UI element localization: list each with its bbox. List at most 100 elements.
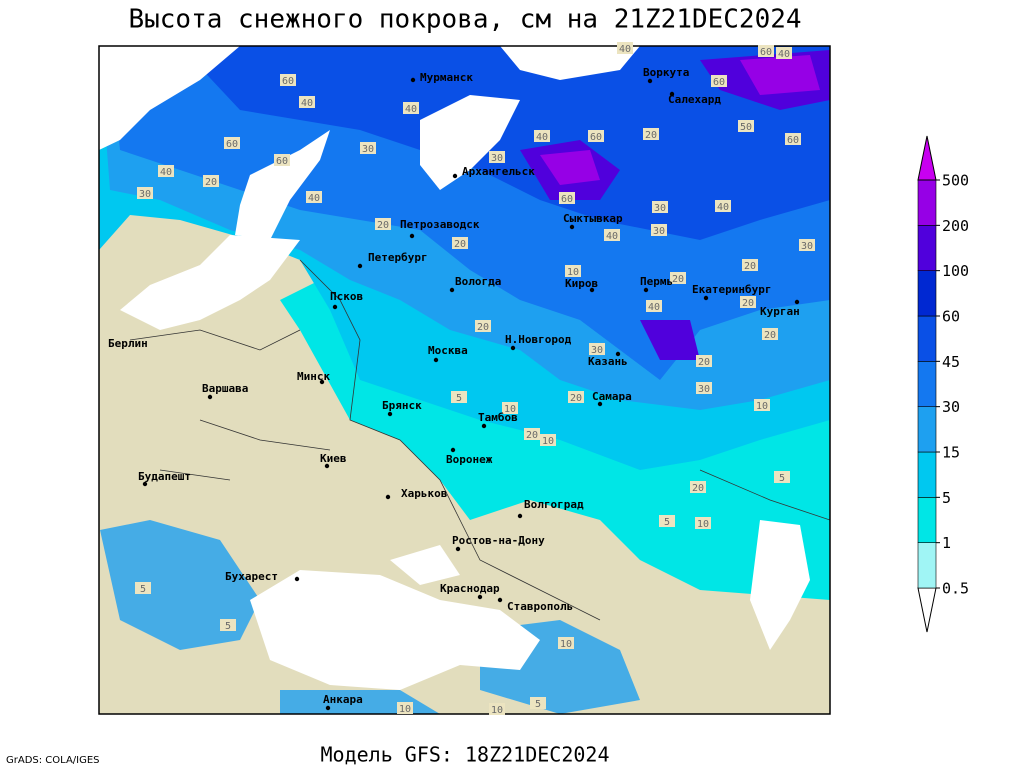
contour-label: 60 bbox=[226, 139, 238, 150]
city-dot bbox=[142, 481, 148, 487]
baltic-sea bbox=[235, 130, 330, 240]
city-label: Киев bbox=[320, 452, 347, 465]
contour-label-bg bbox=[740, 296, 756, 308]
contour-label: 60 bbox=[760, 47, 772, 58]
contour-label-bg bbox=[203, 175, 219, 187]
contour-label-bg bbox=[274, 154, 290, 166]
contour-label-bg bbox=[524, 428, 540, 440]
colorbar-label: 15 bbox=[942, 444, 960, 462]
colorbar-segment bbox=[917, 179, 937, 226]
colorbar-label: 5 bbox=[942, 489, 951, 507]
colorbar-label: 30 bbox=[942, 398, 960, 416]
city-dot bbox=[452, 173, 458, 179]
colorbar-segment bbox=[917, 497, 937, 543]
city-dot bbox=[433, 357, 439, 363]
contour-label: 5 bbox=[225, 621, 231, 632]
contour-label-bg bbox=[617, 42, 633, 54]
colorbar-segment bbox=[917, 542, 937, 589]
azov-sea bbox=[390, 545, 460, 585]
contour-label: 20 bbox=[477, 322, 489, 333]
city-label: Н.Новгород bbox=[505, 333, 572, 346]
contour-label: 10 bbox=[504, 404, 516, 415]
contour-label: 30 bbox=[139, 189, 151, 200]
city-dot bbox=[455, 546, 461, 552]
contour-label-bg bbox=[135, 582, 151, 594]
contour-label: 5 bbox=[664, 517, 670, 528]
city-label: Ростов-на-Дону bbox=[452, 534, 545, 547]
city-label: Салехард bbox=[668, 93, 721, 106]
contour-label: 10 bbox=[491, 705, 503, 716]
contour-label-bg bbox=[158, 165, 174, 177]
city-label: Берлин bbox=[108, 337, 148, 350]
city-dot bbox=[294, 576, 300, 582]
model-caption: Модель GFS: 18Z21DEC2024 bbox=[321, 743, 610, 767]
contour-label: 10 bbox=[567, 267, 579, 278]
colorbar-segment bbox=[917, 225, 937, 271]
contour-label: 5 bbox=[535, 699, 541, 710]
contour-label-bg bbox=[652, 201, 668, 213]
city-label: Воркута bbox=[643, 66, 689, 79]
contour-label-bg bbox=[502, 402, 518, 414]
contour-label: 40 bbox=[606, 231, 618, 242]
colorbar-label: 0.5 bbox=[942, 580, 969, 598]
white-sea bbox=[420, 95, 520, 190]
contour-label-bg bbox=[306, 191, 322, 203]
city-label: Брянск bbox=[382, 399, 422, 412]
contour-label: 40 bbox=[778, 49, 790, 60]
city-dot bbox=[385, 494, 391, 500]
contour-label-bg bbox=[375, 218, 391, 230]
contour-label: 10 bbox=[399, 704, 411, 715]
contour-label: 20 bbox=[692, 483, 704, 494]
colorbar-segment bbox=[917, 406, 937, 453]
snow-zone bbox=[180, 46, 830, 240]
city-dot bbox=[794, 299, 800, 305]
contour-label: 40 bbox=[717, 202, 729, 213]
contour-label: 60 bbox=[787, 135, 799, 146]
city-dot bbox=[643, 287, 649, 293]
city-label: Харьков bbox=[401, 487, 447, 500]
arctic-sea bbox=[99, 46, 640, 150]
credit: GrADS: COLA/IGES bbox=[6, 755, 100, 766]
caspian-sea bbox=[750, 520, 810, 650]
contour-label: 40 bbox=[160, 167, 172, 178]
city-dot bbox=[589, 287, 595, 293]
contour-label-bg bbox=[475, 320, 491, 332]
contour-label-bg bbox=[738, 120, 754, 132]
contour-label: 20 bbox=[742, 298, 754, 309]
city-label: Тамбов bbox=[478, 411, 518, 424]
city-label: Бухарест bbox=[225, 570, 278, 583]
contour-label: 20 bbox=[205, 177, 217, 188]
snow-zone bbox=[540, 55, 820, 185]
contour-label: 20 bbox=[698, 357, 710, 368]
contour-label-bg bbox=[565, 265, 581, 277]
contour-label: 60 bbox=[276, 156, 288, 167]
city-dot bbox=[319, 379, 325, 385]
contour-label-bg bbox=[696, 355, 712, 367]
city-dot bbox=[387, 411, 393, 417]
colorbar-segment bbox=[917, 135, 937, 181]
contour-label: 30 bbox=[591, 345, 603, 356]
colorbar-label: 60 bbox=[942, 308, 960, 326]
colorbar-segment bbox=[917, 270, 937, 317]
contour-label-bg bbox=[559, 192, 575, 204]
city-dot bbox=[450, 447, 456, 453]
contour-label: 60 bbox=[590, 132, 602, 143]
contour-label-bg bbox=[604, 229, 620, 241]
contour-label-bg bbox=[651, 224, 667, 236]
contour-label: 40 bbox=[405, 104, 417, 115]
contour-label: 30 bbox=[653, 226, 665, 237]
city-label: Ставрополь bbox=[507, 600, 573, 613]
city-dot bbox=[703, 295, 709, 301]
contour-label: 20 bbox=[454, 239, 466, 250]
contour-label-bg bbox=[774, 471, 790, 483]
contour-label-bg bbox=[137, 187, 153, 199]
contour-label-bg bbox=[785, 133, 801, 145]
city-label: Вологда bbox=[455, 275, 501, 288]
city-label: Киров bbox=[565, 277, 598, 290]
colorbar-label: 1 bbox=[942, 534, 951, 552]
city-label: Екатеринбург bbox=[692, 283, 771, 296]
contour-label: 10 bbox=[697, 519, 709, 530]
city-label: Будапешт bbox=[138, 470, 191, 483]
